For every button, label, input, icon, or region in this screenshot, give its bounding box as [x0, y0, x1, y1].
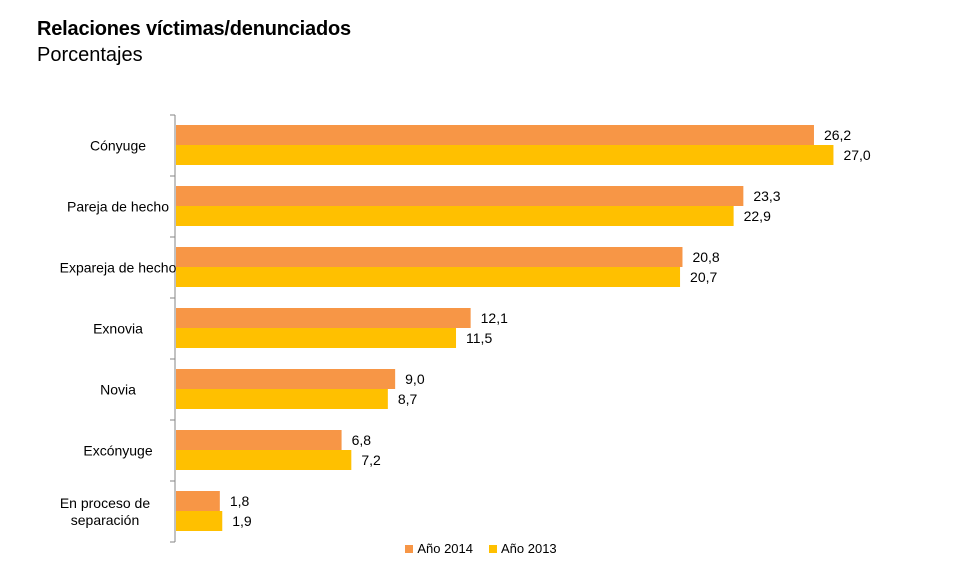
category-label: Exnovia: [93, 321, 143, 337]
category-label: Excónyuge: [83, 443, 152, 459]
bar-año-2014: [176, 186, 744, 206]
data-label: 22,9: [744, 208, 771, 224]
data-label: 1,9: [232, 513, 252, 529]
data-label: 26,2: [824, 127, 851, 143]
data-label: 12,1: [481, 310, 508, 326]
legend-swatch-2014: [405, 544, 414, 553]
bar-año-2013: [176, 511, 223, 531]
bar-año-2013: [176, 145, 834, 165]
bar-año-2013: [176, 389, 388, 409]
data-label: 11,5: [466, 330, 492, 346]
bar-año-2014: [176, 308, 471, 328]
legend-label-2014: Año 2014: [417, 541, 473, 556]
data-label: 20,8: [692, 249, 719, 265]
data-label: 23,3: [753, 188, 780, 204]
bar-año-2014: [176, 125, 814, 145]
legend-label-2013: Año 2013: [501, 541, 557, 556]
legend: Año 2014 Año 2013: [0, 541, 962, 556]
data-label: 1,8: [230, 493, 250, 509]
legend-item-2014: Año 2014: [405, 541, 473, 556]
bar-año-2014: [176, 247, 683, 267]
chart-title: Relaciones víctimas/denunciados: [37, 18, 351, 40]
bar-año-2013: [176, 267, 681, 287]
bar-año-2013: [176, 450, 352, 470]
data-label: 20,7: [690, 269, 717, 285]
data-label: 9,0: [405, 371, 425, 387]
bar-año-2014: [176, 430, 342, 450]
category-label: En proceso de: [60, 495, 150, 511]
data-label: 27,0: [843, 147, 870, 163]
legend-item-2013: Año 2013: [489, 541, 557, 556]
category-label: Cónyuge: [90, 138, 146, 154]
chart-subtitle: Porcentajes: [37, 44, 143, 66]
bar-año-2014: [176, 491, 220, 511]
category-label: Expareja de hecho: [60, 260, 177, 276]
data-label: 7,2: [361, 452, 381, 468]
data-label: 6,8: [352, 432, 372, 448]
category-label: separación: [71, 512, 140, 528]
category-label: Novia: [100, 382, 136, 398]
legend-swatch-2013: [489, 544, 497, 553]
data-label: 8,7: [398, 391, 418, 407]
bar-año-2013: [176, 328, 457, 348]
category-label: Pareja de hecho: [67, 199, 169, 215]
bar-año-2014: [176, 369, 396, 389]
bar-año-2013: [176, 206, 734, 226]
